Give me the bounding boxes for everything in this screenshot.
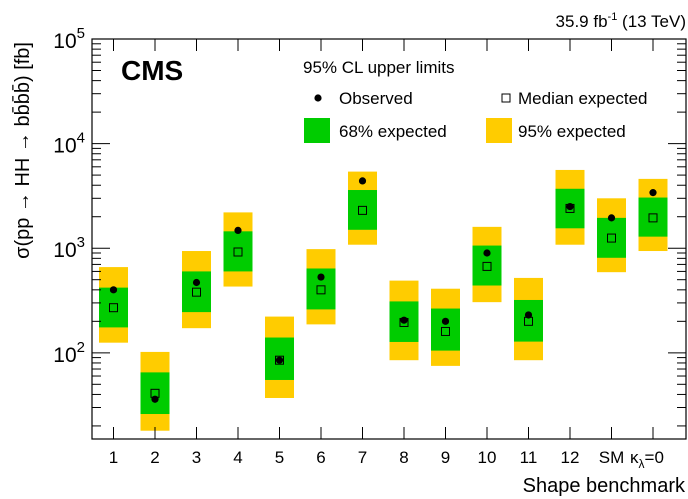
expected-marker <box>358 205 367 215</box>
x-axis-title: Shape benchmark <box>523 475 686 497</box>
x-tick-label: 4 <box>233 448 242 467</box>
expected-marker <box>316 285 326 295</box>
expected-marker <box>648 213 658 223</box>
band-68 <box>348 190 377 230</box>
legend-expected-marker <box>501 93 511 103</box>
legend: 95% CL upper limits Observed Median expe… <box>303 58 647 143</box>
expected-marker <box>275 355 284 365</box>
x-tick-label: 7 <box>358 448 367 467</box>
observed-marker <box>566 202 574 211</box>
expected-marker <box>441 326 450 336</box>
observed-marker <box>275 356 284 364</box>
expected-marker <box>233 247 243 257</box>
legend-observed-label: Observed <box>339 89 413 108</box>
plot-frame <box>91 38 687 440</box>
x-tick-label: 2 <box>150 448 159 467</box>
y-tick-label: 103 <box>53 234 85 262</box>
legend-expected-label: Median expected <box>518 89 647 108</box>
observed-marker <box>607 214 616 222</box>
y-tick-label: 105 <box>53 25 85 53</box>
x-tick-label: 1 <box>109 448 118 467</box>
band-68 <box>638 197 668 237</box>
x-tick-label: 11 <box>520 448 538 467</box>
cms-label: CMS <box>121 55 183 86</box>
observed-marker <box>151 395 159 403</box>
legend-observed-marker <box>314 94 322 102</box>
y-axis-title: σ(pp → HH → bb̄b̄b̄) [fb] <box>11 42 34 259</box>
expected-marker <box>192 287 201 297</box>
x-tick-label: 6 <box>316 448 325 467</box>
y-tick-label: 102 <box>53 339 85 367</box>
x-tick-label: 3 <box>192 448 201 467</box>
legend-95-label: 95% expected <box>518 122 626 141</box>
band-68 <box>597 217 626 258</box>
x-tick-label: 5 <box>275 448 284 467</box>
lumi-label: 35.9 fb-1 (13 TeV) <box>556 11 686 31</box>
x-tick-labels: 1 2 3 4 5 6 7 8 9 10 11 12 SM κλ=0 <box>109 448 664 471</box>
band-68 <box>99 287 128 328</box>
observed-marker <box>192 278 201 287</box>
y-tick-label: 104 <box>53 130 85 158</box>
legend-68-label: 68% expected <box>339 122 447 141</box>
legend-68-swatch <box>304 118 330 143</box>
observed-marker <box>649 189 657 197</box>
x-tick-label: 10 <box>478 448 497 467</box>
x-tick-label: SM <box>599 448 625 467</box>
band-68 <box>514 299 543 342</box>
observed-marker <box>483 249 491 257</box>
observed-marker <box>317 273 325 281</box>
band-68 <box>431 308 460 351</box>
expected-marker <box>482 261 492 271</box>
x-tick-label: 9 <box>441 448 450 467</box>
legend-95-swatch <box>486 118 512 143</box>
expected-marker <box>109 303 118 313</box>
band-68 <box>223 231 253 272</box>
band-68 <box>140 372 170 415</box>
legend-title: 95% CL upper limits <box>303 58 455 77</box>
y-tick-labels: 102 103 104 105 <box>53 25 85 367</box>
observed-marker <box>400 316 408 324</box>
band-68 <box>182 271 211 313</box>
observed-marker <box>358 177 367 185</box>
bands-layer <box>99 169 668 431</box>
observed-marker <box>234 226 242 234</box>
expected-marker <box>607 233 616 243</box>
x-tick-label: κλ=0 <box>630 448 664 471</box>
x-tick-label: 12 <box>561 448 580 467</box>
x-tick-label: 8 <box>399 448 408 467</box>
observed-marker <box>109 286 118 294</box>
observed-marker <box>524 311 533 319</box>
observed-marker <box>441 317 450 325</box>
axis-ticks <box>92 38 686 439</box>
markers-layer <box>109 177 658 403</box>
